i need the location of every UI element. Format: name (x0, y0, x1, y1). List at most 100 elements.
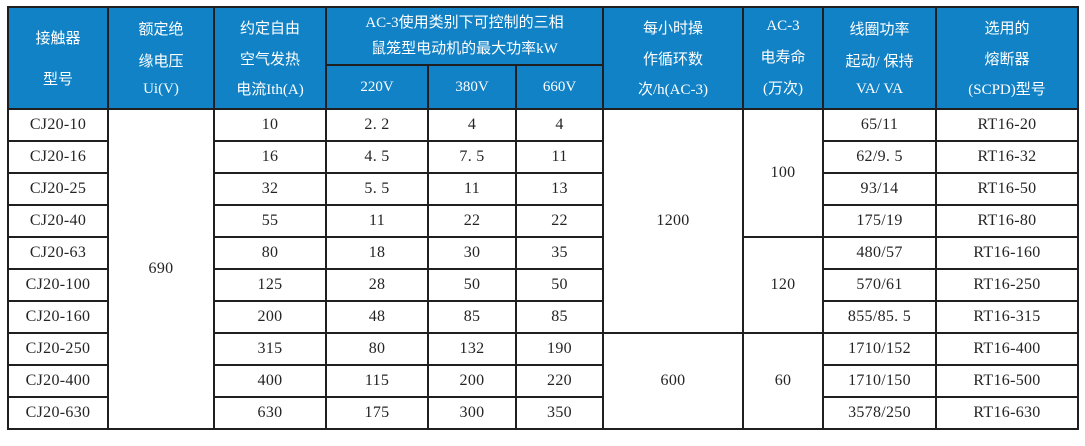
cell-ith: 200 (213, 300, 327, 334)
header-line: 每小时操 (642, 21, 703, 38)
cell-coil-power: 855/85. 5 (822, 300, 937, 334)
header-line: 线圈功率 (849, 22, 910, 39)
cell-cycles: 1200 (602, 108, 744, 334)
header-line: 约定自由 (239, 21, 300, 38)
header-thermal-current: 约定自由 空气发热 电流Ith(A) (213, 6, 327, 110)
cell-model: CJ20-25 (7, 172, 109, 206)
cell-power-660: 220 (515, 364, 604, 398)
contactor-spec-table: 接触器 型号 额定绝 缘电压 Ui(V) 约定自由 空气发热 电流Ith(A) (7, 5, 1079, 430)
cell-power-380: 200 (427, 364, 517, 398)
cell-fuse: RT16-20 (935, 108, 1079, 142)
cell-power-220: 175 (325, 396, 429, 430)
cell-ith: 16 (213, 140, 327, 174)
cell-power-380: 85 (427, 300, 517, 334)
header-line: 鼠笼型电动机的最大功率kW (371, 41, 558, 58)
cell-fuse: RT16-630 (935, 396, 1079, 430)
header-line: 电流Ith(A) (236, 81, 304, 98)
header-cycles-per-hour: 每小时操 作循环数 次/h(AC-3) (602, 6, 744, 110)
cell-power-380: 4 (427, 108, 517, 142)
header-line: (SCPD)型号 (968, 81, 1046, 98)
cell-ith: 32 (213, 172, 327, 206)
cell-power-660: 350 (515, 396, 604, 430)
cell-coil-power: 570/61 (822, 268, 937, 302)
table-row: CJ20-25 32 5. 5 11 13 93/14 RT16-50 (7, 172, 1079, 206)
cell-fuse: RT16-160 (935, 236, 1079, 270)
header-fuse-type: 选用的 熔断器 (SCPD)型号 (935, 6, 1079, 110)
cell-ith: 125 (213, 268, 327, 302)
cell-power-380: 7. 5 (427, 140, 517, 174)
cell-power-220: 18 (325, 236, 429, 270)
table-row: CJ20-40 55 11 22 22 175/19 RT16-80 (7, 204, 1079, 238)
cell-coil-power: 62/9. 5 (822, 140, 937, 174)
header-line: 作循环数 (642, 51, 703, 68)
cell-power-660: 35 (515, 236, 604, 270)
header-line: 缘电压 (138, 53, 184, 70)
header-line: 空气发热 (239, 51, 300, 68)
header-contactor-model: 接触器 型号 (7, 6, 109, 110)
header-electrical-life: AC-3 电寿命 (万次) (742, 6, 824, 110)
table-row: CJ20-10 690 10 2. 2 4 4 1200 100 65/11 R… (7, 108, 1079, 430)
header-line: AC-3使用类别下可控制的三相 (365, 15, 564, 32)
cell-fuse: RT16-50 (935, 172, 1079, 206)
cell-power-220: 80 (325, 332, 429, 366)
cell-power-660: 11 (515, 140, 604, 174)
cell-ith: 630 (213, 396, 327, 430)
cell-fuse: RT16-315 (935, 300, 1079, 334)
header-220v: 220V (325, 64, 429, 110)
cell-coil-power: 1710/152 (822, 332, 937, 366)
cell-ith: 10 (213, 108, 327, 142)
header-line: 熔断器 (984, 51, 1030, 68)
header-line: 接触器 (35, 31, 81, 48)
cell-cycles: 600 (602, 332, 744, 430)
header-ac3-power-group: AC-3使用类别下可控制的三相 鼠笼型电动机的最大功率kW (325, 5, 604, 67)
table-row: CJ20-400 400 115 200 220 1710/150 RT16-5… (7, 364, 1079, 398)
cell-power-380: 50 (427, 268, 517, 302)
cell-life: 120 (742, 236, 824, 334)
cell-coil-power: 65/11 (822, 108, 937, 142)
cell-ith: 400 (213, 364, 327, 398)
cell-power-660: 190 (515, 332, 604, 366)
cell-power-380: 132 (427, 332, 517, 366)
cell-power-380: 300 (427, 396, 517, 430)
header-line: AC-3 (766, 18, 800, 35)
table-row: CJ20-16 16 4. 5 7. 5 11 62/9. 5 RT16-32 (7, 140, 1079, 174)
cell-fuse: RT16-32 (935, 140, 1079, 174)
cell-power-660: 50 (515, 268, 604, 302)
cell-fuse: RT16-500 (935, 364, 1079, 398)
cell-power-380: 22 (427, 204, 517, 238)
table-row: CJ20-100 125 28 50 50 570/61 RT16-250 (7, 268, 1079, 302)
cell-model: CJ20-10 (7, 108, 109, 142)
cell-model: CJ20-400 (7, 364, 109, 398)
header-line: VA/ VA (855, 80, 904, 97)
header-insulation-voltage: 额定绝 缘电压 Ui(V) (107, 6, 215, 110)
cell-fuse: RT16-400 (935, 332, 1079, 366)
cell-life: 60 (742, 332, 824, 430)
header-row-top: 接触器 型号 额定绝 缘电压 Ui(V) 约定自由 空气发热 电流Ith(A) (7, 5, 1079, 110)
cell-power-220: 4. 5 (325, 140, 429, 174)
header-line: (万次) (763, 80, 803, 97)
cell-coil-power: 3578/250 (822, 396, 937, 430)
table-row: CJ20-630 630 175 300 350 3578/250 RT16-6… (7, 396, 1079, 430)
cell-power-220: 48 (325, 300, 429, 334)
header-row-voltages: 220V 380V 660V (8, 64, 1078, 110)
table-row: CJ20-250 315 80 132 190 600 60 1710/152 … (7, 332, 1079, 430)
header-line: Ui(V) (143, 80, 179, 97)
header-line: 型号 (42, 71, 73, 88)
cell-ith: 315 (213, 332, 327, 366)
cell-model: CJ20-160 (7, 300, 109, 334)
cell-power-220: 28 (325, 268, 429, 302)
cell-power-380: 11 (427, 172, 517, 206)
cell-life: 100 (742, 108, 824, 238)
table-row: CJ20-63 80 18 30 35 120 480/57 RT16-160 (7, 236, 1079, 334)
cell-power-660: 13 (515, 172, 604, 206)
cell-fuse: RT16-250 (935, 268, 1079, 302)
header-line: 选用的 (984, 21, 1030, 38)
cell-power-380: 30 (427, 236, 517, 270)
cell-model: CJ20-250 (7, 332, 109, 366)
header-660v: 660V (515, 64, 604, 110)
cell-power-220: 115 (325, 364, 429, 398)
cell-ith: 80 (213, 236, 327, 270)
cell-model: CJ20-100 (7, 268, 109, 302)
cell-coil-power: 175/19 (822, 204, 937, 238)
header-line: 额定绝 (138, 22, 184, 39)
